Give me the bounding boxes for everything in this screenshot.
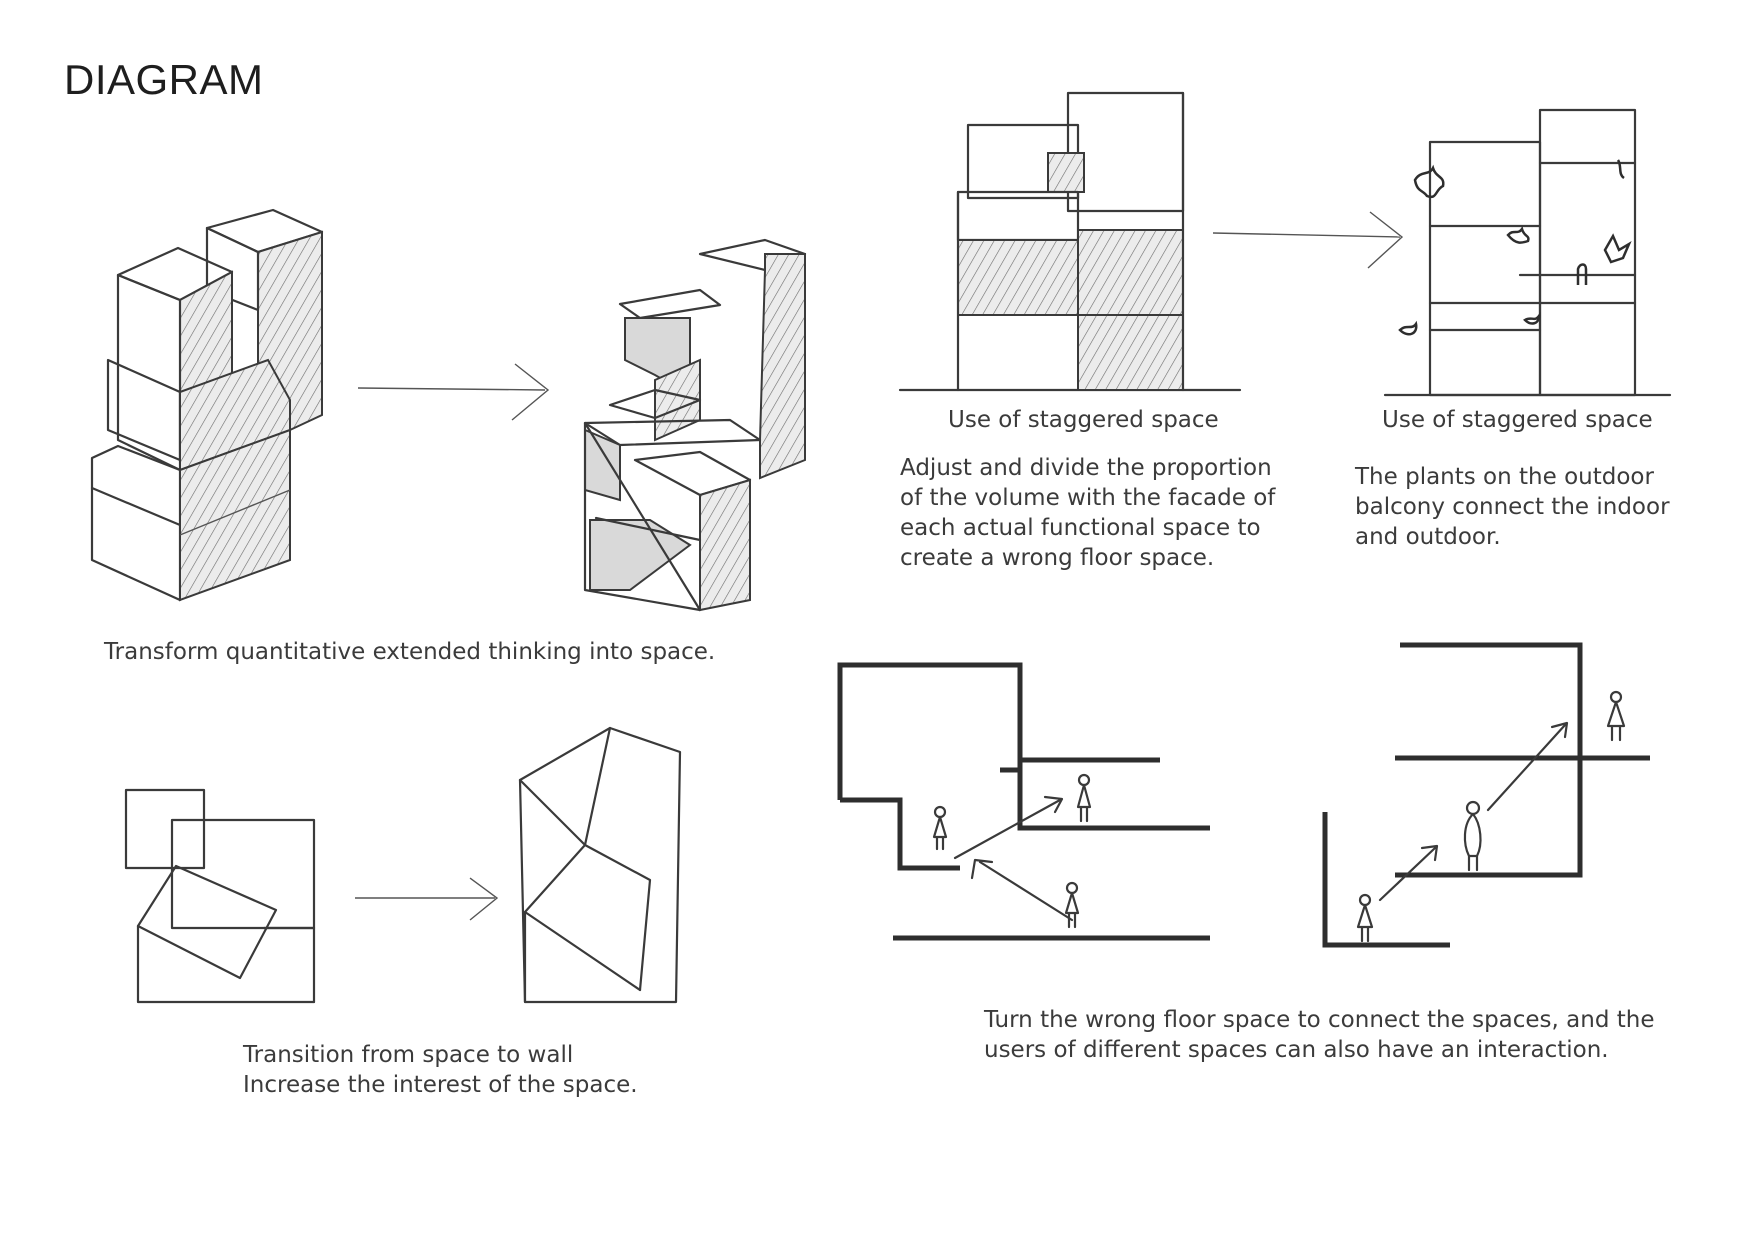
section-interaction-sketch-2: [1322, 642, 1650, 948]
caption-transition-line: Increase the interest of the space.: [243, 1072, 638, 1098]
figures: [932, 773, 1092, 929]
stepped-interior-sketch: [583, 238, 807, 612]
caption-transform: Transform quantitative extended thinking…: [104, 639, 716, 665]
caption-turn-line: Turn the wrong floor space to connect th…: [984, 1007, 1655, 1033]
caption-adjust-line: Adjust and divide the proportion: [900, 455, 1272, 481]
caption-turn: Turn the wrong floor space to connect th…: [984, 1005, 1655, 1065]
caption-plants-line: The plants on the outdoor: [1355, 464, 1654, 490]
arrow-1: [357, 363, 550, 421]
caption-staggered-right: Use of staggered space: [1382, 407, 1653, 433]
planted-facade-sketch: [1383, 108, 1672, 397]
staggered-facade-sketch: [898, 91, 1242, 392]
caption-transition-line: Transition from space to wall: [243, 1042, 574, 1068]
stacked-volumes-sketch: [90, 208, 324, 602]
caption-turn-line: users of different spaces can also have …: [984, 1037, 1609, 1063]
folded-wall-sketch: [518, 726, 682, 1004]
transition-sketch: [124, 788, 316, 1004]
caption-adjust-line: each actual functional space to: [900, 515, 1261, 541]
caption-transition: Transition from space to wall Increase t…: [243, 1040, 638, 1100]
caption-adjust-line: of the volume with the facade of: [900, 485, 1276, 511]
section-interaction-sketch: [837, 662, 1210, 941]
arrow-3: [1212, 211, 1404, 269]
caption-adjust-line: create a wrong floor space.: [900, 545, 1215, 571]
arrow-5: [355, 877, 499, 921]
caption-staggered-left: Use of staggered space: [948, 407, 1219, 433]
page-title: DIAGRAM: [64, 56, 264, 103]
caption-plants: The plants on the outdoor balcony connec…: [1355, 462, 1670, 552]
caption-plants-line: and outdoor.: [1355, 524, 1501, 550]
caption-plants-line: balcony connect the indoor: [1355, 494, 1670, 520]
caption-adjust: Adjust and divide the proportion of the …: [900, 453, 1275, 573]
